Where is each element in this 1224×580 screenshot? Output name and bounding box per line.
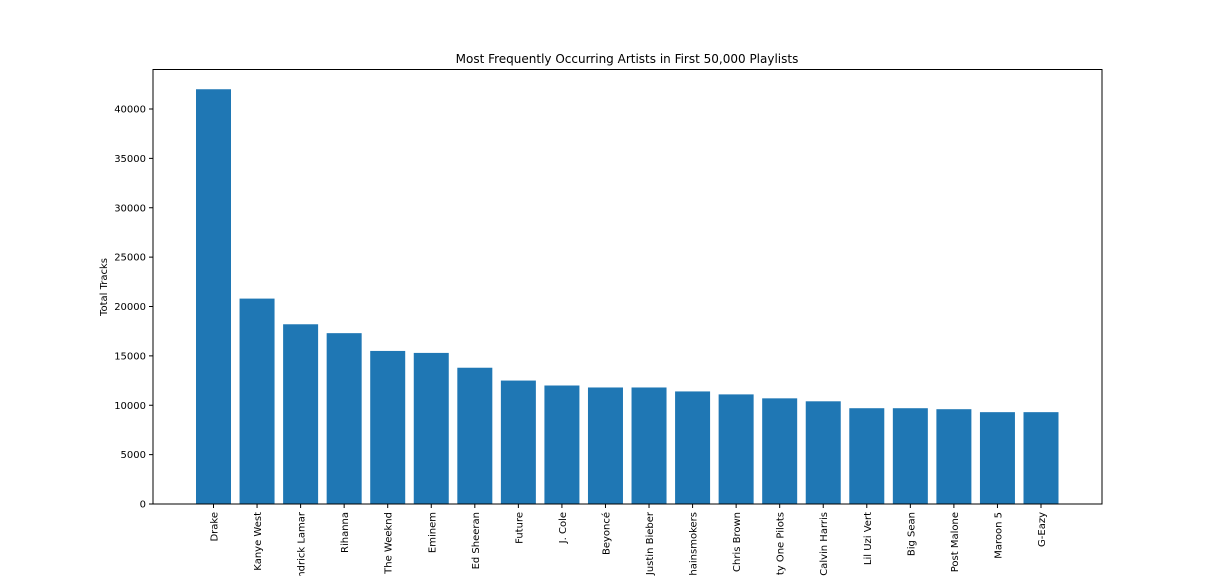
bar-maroon-5 bbox=[979, 412, 1015, 504]
x-tick-label: Future bbox=[514, 512, 525, 544]
bar-rihanna bbox=[326, 333, 362, 504]
y-tick-label: 40000 bbox=[114, 105, 146, 116]
bar-the-chainsmokers bbox=[675, 391, 711, 504]
bar-big-sean bbox=[892, 408, 928, 504]
x-tick-label: Ed Sheeran bbox=[471, 512, 482, 569]
y-tick-label: 25000 bbox=[114, 253, 146, 264]
x-axis: Drake Kanye West Kendrick Lamar Rihanna The … bbox=[210, 504, 1048, 576]
x-tick-label: Kanye West bbox=[253, 512, 264, 571]
bar-post-malone bbox=[936, 409, 972, 504]
x-tick-label: Twenty One Pilots bbox=[776, 512, 787, 576]
x-tick-label: G-Eazy bbox=[1037, 512, 1048, 547]
bar-kendrick-lamar bbox=[283, 324, 319, 504]
x-tick-label: The Weeknd bbox=[384, 512, 395, 575]
bar-g-eazy bbox=[1023, 412, 1059, 504]
x-tick-label: Rihanna bbox=[340, 512, 351, 553]
x-tick-label: Big Sean bbox=[906, 512, 917, 556]
plot-area-frame bbox=[152, 69, 1103, 505]
bar-calvin-harris bbox=[805, 401, 841, 504]
y-axis-label: Total Tracks bbox=[99, 258, 110, 317]
y-tick-label: 35000 bbox=[114, 154, 146, 165]
bar-lil-uzi-vert bbox=[849, 408, 885, 504]
bar-eminem bbox=[413, 352, 449, 504]
bar-justin-bieber bbox=[631, 387, 667, 504]
y-tick-label: 30000 bbox=[114, 203, 146, 214]
bar-chris-brown bbox=[718, 394, 754, 504]
y-tick-label: 0 bbox=[140, 500, 146, 511]
y-axis: 0 5000 10000 15000 20000 25000 30000 35000 40000 bbox=[114, 105, 153, 511]
y-tick-label: 15000 bbox=[114, 351, 146, 362]
x-tick-label: Maroon 5 bbox=[993, 512, 1004, 559]
x-tick-label: Chris Brown bbox=[732, 512, 743, 572]
bar-j-cole bbox=[544, 385, 580, 504]
y-tick-label: 20000 bbox=[114, 302, 146, 313]
bar-future bbox=[500, 380, 536, 504]
x-tick-label: The Chainsmokers bbox=[689, 512, 700, 576]
bar-the-weeknd bbox=[370, 350, 406, 504]
x-tick-label: Kendrick Lamar bbox=[297, 511, 308, 576]
y-tick-label: 5000 bbox=[121, 450, 146, 461]
bar-kanye-west bbox=[239, 298, 275, 504]
bar-twenty-one-pilots bbox=[762, 398, 798, 504]
bars-group bbox=[196, 89, 1059, 504]
x-tick-label: J. Cole bbox=[558, 512, 569, 544]
x-tick-label: Drake bbox=[210, 512, 221, 542]
x-tick-label: Eminem bbox=[427, 512, 438, 553]
x-tick-label: Post Malone bbox=[950, 512, 961, 572]
y-tick-label: 10000 bbox=[114, 401, 146, 412]
bar-drake bbox=[196, 89, 231, 504]
x-tick-label: Calvin Harris bbox=[819, 512, 830, 576]
x-tick-label: Beyoncé bbox=[600, 512, 612, 555]
bar-beyonc- bbox=[587, 387, 623, 504]
chart-title: Most Frequently Occurring Artists in Fir… bbox=[456, 52, 799, 66]
bar-ed-sheeran bbox=[457, 367, 493, 504]
x-tick-label: Justin Bieber bbox=[645, 511, 656, 576]
x-tick-label: Lil Uzi Vert bbox=[863, 512, 874, 565]
